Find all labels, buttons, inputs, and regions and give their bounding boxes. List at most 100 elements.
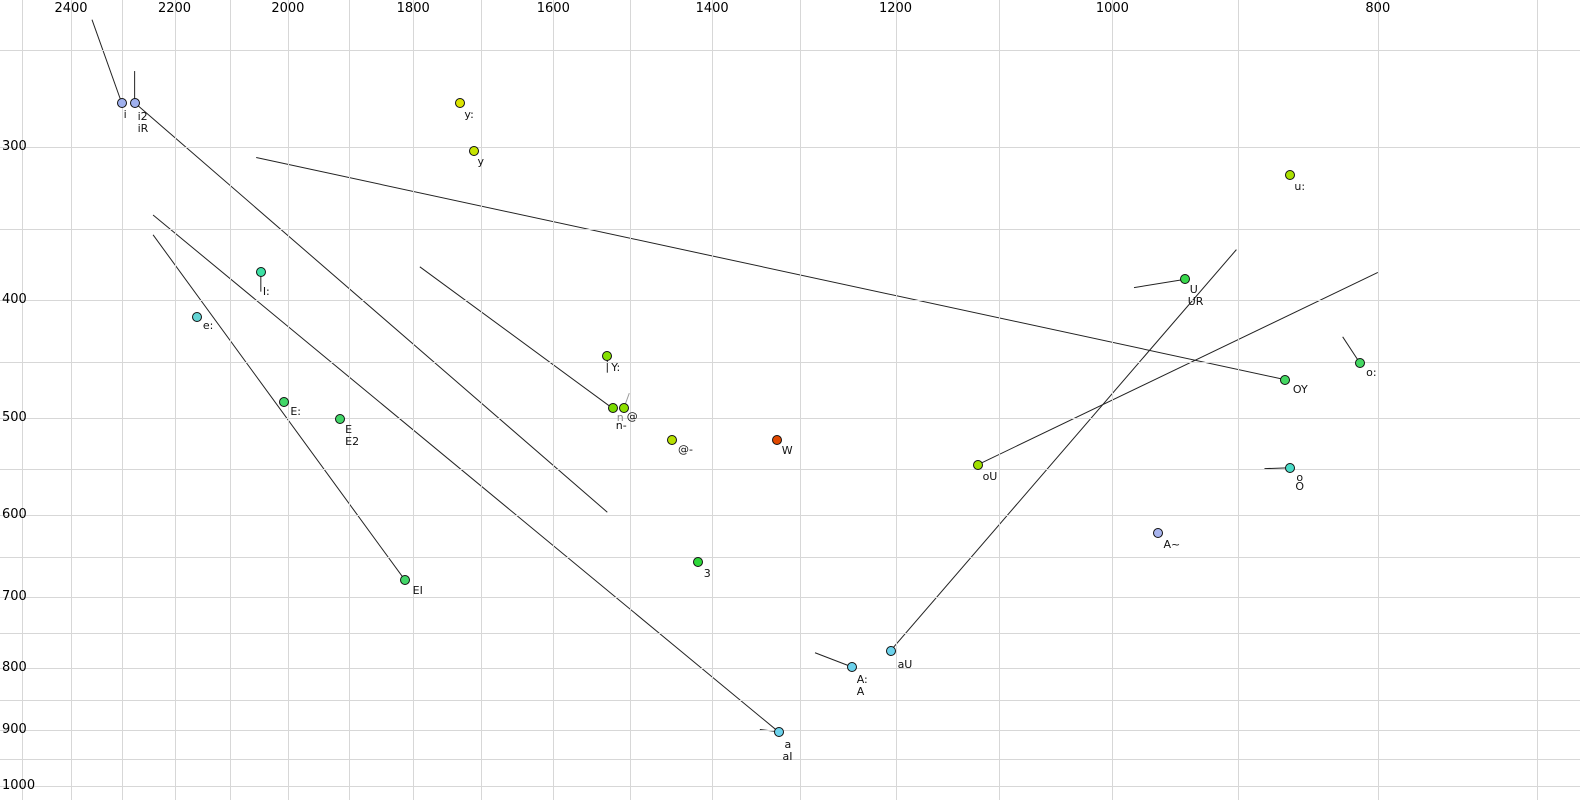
point-label: E:: [290, 404, 301, 418]
data-point-E-E2[interactable]: [335, 414, 346, 425]
point-label: y: [477, 154, 485, 168]
point-label: @-: [678, 442, 694, 456]
x-gridline: [348, 0, 350, 800]
x-gridline: [712, 0, 714, 800]
data-point-E:[interactable]: [279, 396, 290, 407]
y-tick-label: 900: [2, 722, 27, 738]
y-gridline: [0, 147, 1580, 148]
data-point-@-[interactable]: [667, 434, 678, 445]
data-point-I:[interactable]: [255, 267, 266, 278]
data-point-a-aI[interactable]: [773, 726, 784, 737]
point-label: E: [345, 423, 353, 437]
x-tick-label: 1800: [396, 1, 430, 16]
data-point-o:[interactable]: [1355, 358, 1366, 369]
y-gridline: [0, 557, 1580, 559]
point-label: n: [616, 411, 624, 425]
point-label: 3: [703, 567, 711, 581]
x-gridline: [1536, 0, 1538, 800]
y-gridline: [0, 50, 1580, 52]
x-gridline: [553, 0, 555, 800]
y-tick-label: 800: [2, 659, 27, 675]
x-gridline: [895, 0, 897, 800]
x-gridline: [22, 0, 24, 800]
point-label: E2: [345, 435, 360, 449]
point-label: U: [1189, 283, 1198, 297]
x-gridline: [800, 0, 802, 800]
y-tick-label: 600: [2, 507, 27, 523]
trajectory-line: [91, 19, 123, 103]
y-gridline: [0, 418, 1580, 420]
x-tick-label: 2400: [54, 1, 88, 16]
trajectory-line: [152, 214, 779, 733]
data-point-n-[interactable]: [607, 403, 618, 414]
y-tick-label: 1000: [2, 778, 36, 794]
trajectory-line: [152, 234, 406, 581]
x-gridline: [174, 0, 176, 800]
trajectory-line: [419, 266, 614, 409]
x-gridline: [71, 0, 72, 800]
x-tick-label: 2200: [157, 1, 192, 16]
point-label: i: [123, 107, 127, 121]
y-tick-label: 500: [2, 410, 27, 426]
data-point-i2-iR[interactable]: [129, 97, 140, 108]
point-label: OY: [1292, 382, 1308, 396]
data-point-y[interactable]: [468, 145, 479, 156]
point-label: y:: [464, 107, 474, 121]
data-point-A:-A[interactable]: [846, 661, 857, 672]
data-point-W[interactable]: [771, 434, 782, 445]
y-gridline: [0, 299, 1580, 301]
data-point-@[interactable]: [618, 403, 629, 414]
point-label: O: [1295, 479, 1305, 493]
data-point-U-UR[interactable]: [1179, 274, 1190, 285]
point-label: iR: [137, 121, 149, 135]
x-gridline: [229, 0, 231, 800]
x-gridline: [1112, 0, 1114, 800]
data-point-EI[interactable]: [399, 574, 410, 585]
trajectory-line: [890, 249, 1237, 652]
point-label: aU: [897, 657, 913, 671]
x-gridline: [413, 0, 415, 800]
y-gridline: [0, 667, 1580, 669]
y-tick-label: 300: [2, 139, 27, 155]
point-label: e:: [202, 318, 214, 332]
data-point-y:[interactable]: [455, 97, 466, 108]
point-label: A: [856, 684, 865, 698]
x-gridline: [481, 0, 483, 800]
x-tick-label: 800: [1365, 1, 1391, 16]
x-tick-label: 1400: [695, 1, 729, 16]
data-point-OY[interactable]: [1279, 374, 1290, 385]
point-label: a: [784, 737, 792, 751]
trajectory-line: [814, 652, 852, 668]
data-point-e:[interactable]: [191, 311, 202, 322]
y-gridline: [0, 228, 1580, 230]
y-gridline: [0, 730, 1580, 732]
data-point-i[interactable]: [116, 97, 127, 108]
x-gridline: [1377, 0, 1379, 800]
y-gridline: [0, 758, 1580, 760]
point-label: o:: [1366, 366, 1377, 380]
data-point-aU[interactable]: [885, 645, 896, 656]
point-label: n-: [615, 419, 627, 433]
point-label: Y:: [611, 361, 621, 375]
point-label: A~: [1163, 538, 1181, 552]
data-point-oU[interactable]: [972, 459, 983, 470]
point-label: u:: [1294, 179, 1306, 193]
trajectory-line: [977, 272, 1379, 466]
data-point-u:[interactable]: [1285, 169, 1296, 180]
point-label: A:: [856, 672, 868, 686]
data-point-A~[interactable]: [1153, 528, 1164, 539]
point-label: I:: [262, 285, 270, 299]
y-gridline: [0, 468, 1580, 470]
x-gridline: [630, 0, 632, 800]
data-point-Y:[interactable]: [602, 351, 613, 362]
data-point-3[interactable]: [692, 557, 703, 568]
data-point-o-O[interactable]: [1285, 462, 1296, 473]
x-gridline: [1237, 0, 1239, 800]
x-gridline: [121, 0, 123, 800]
x-tick-label: 1200: [878, 1, 913, 16]
point-label: EI: [412, 583, 423, 597]
x-tick-label: 1600: [536, 1, 570, 16]
x-gridline: [999, 0, 1001, 800]
point-label: @: [626, 410, 638, 424]
